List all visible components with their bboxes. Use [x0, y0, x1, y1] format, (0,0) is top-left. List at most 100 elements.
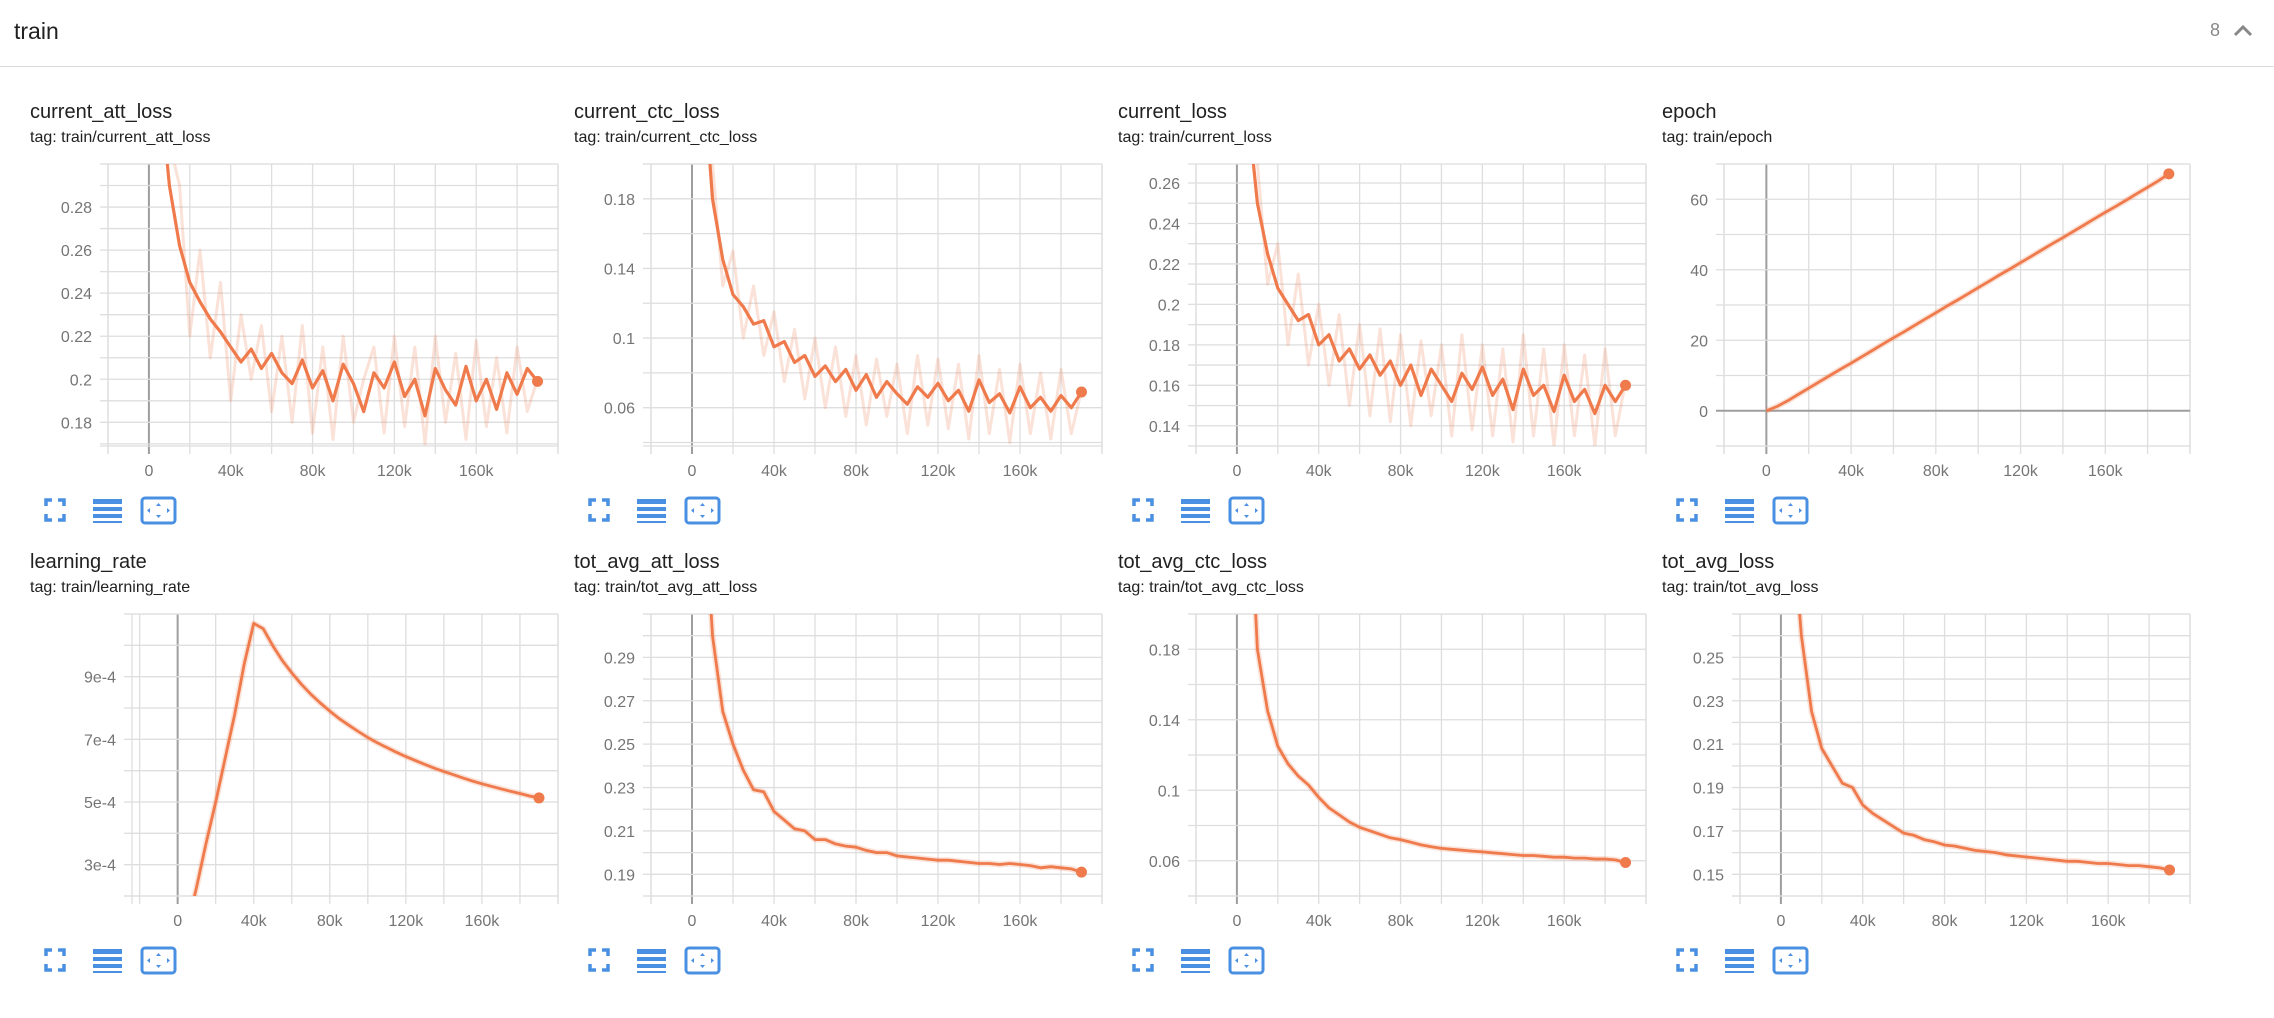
x-tick-label: 80k — [300, 463, 327, 480]
chart-toolbar — [1118, 496, 1318, 525]
x-tick-label: 40k — [218, 463, 245, 480]
line-chart[interactable]: 0 40k 80k 120k 160k 3e-4 5e-4 7e-4 9e-4 — [30, 605, 570, 935]
x-tick-label: 80k — [317, 913, 344, 930]
fullscreen-icon[interactable] — [44, 948, 66, 972]
chart-tag: tag: train/tot_avg_att_loss — [574, 579, 758, 596]
y-tick-label: 60 — [1690, 192, 1708, 209]
grid — [1732, 613, 2191, 904]
data-table-icon[interactable] — [1725, 498, 1754, 524]
data-table-icon[interactable] — [1725, 948, 1754, 974]
y-tick-label: 0.18 — [61, 415, 92, 432]
series-layer — [191, 620, 540, 896]
y-tick-label: 0.06 — [604, 401, 635, 418]
raw-series-line — [710, 164, 1083, 444]
raw-series-line — [172, 164, 539, 446]
last-point-marker — [533, 792, 545, 804]
fullscreen-icon[interactable] — [1132, 948, 1154, 972]
scalar-chart-card-current-ctc-loss: current_ctc_loss tag: train/current_ctc_… — [574, 95, 1114, 535]
fullscreen-icon[interactable] — [1132, 498, 1154, 522]
data-table-icon[interactable] — [1181, 948, 1210, 974]
last-point-marker — [1620, 857, 1632, 869]
y-tick-label: 0.26 — [61, 243, 92, 260]
y-tick-label: 0.22 — [1149, 257, 1180, 274]
y-tick-label: 7e-4 — [84, 732, 116, 749]
fit-domain-icon[interactable] — [684, 496, 721, 525]
scalar-chart-card-tot-avg-ctc-loss: tot_avg_ctc_loss tag: train/tot_avg_ctc_… — [1118, 545, 1658, 985]
chart-toolbar — [1118, 946, 1318, 975]
fit-domain-icon[interactable] — [140, 496, 177, 525]
fullscreen-icon[interactable] — [44, 498, 66, 522]
chart-toolbar — [574, 496, 774, 525]
data-table-icon[interactable] — [93, 498, 122, 524]
y-tick-label: 0 — [1699, 404, 1708, 421]
scalar-chart-card-tot-avg-att-loss: tot_avg_att_loss tag: train/tot_avg_att_… — [574, 545, 1114, 985]
chart-tag: tag: train/tot_avg_loss — [1662, 579, 1819, 596]
y-tick-label: 0.29 — [604, 650, 635, 667]
data-table-icon[interactable] — [1181, 498, 1210, 524]
chart-title: current_att_loss — [30, 101, 173, 123]
x-tick-label: 160k — [1003, 463, 1039, 480]
grid — [100, 163, 559, 454]
smoothed-series-line — [1798, 614, 2170, 872]
series-layer — [1796, 614, 2171, 873]
fullscreen-icon[interactable] — [588, 948, 610, 972]
chart-title: tot_avg_loss — [1662, 551, 1775, 573]
data-table-icon[interactable] — [637, 948, 666, 974]
fit-domain-icon[interactable] — [140, 946, 177, 975]
x-tick-label: 120k — [921, 913, 957, 930]
grid — [1716, 163, 2191, 454]
data-table-icon[interactable] — [637, 498, 666, 524]
smoothed-series-line — [1765, 172, 2170, 413]
data-table-icon[interactable] — [93, 948, 122, 974]
line-chart[interactable]: 0 40k 80k 120k 160k 0.14 0.16 0.18 0.2 0.22 0.24 0.… — [1118, 155, 1658, 485]
chart-toolbar — [30, 496, 230, 525]
chart-title: learning_rate — [30, 551, 147, 573]
x-tick-label: 0 — [688, 913, 697, 930]
x-tick-label: 40k — [1850, 913, 1877, 930]
grid — [643, 613, 1103, 904]
y-tick-label: 5e-4 — [84, 795, 116, 812]
fullscreen-icon[interactable] — [588, 498, 610, 522]
line-chart[interactable]: 0 40k 80k 120k 160k 0.15 0.17 0.19 0.21 0.23 0.25 — [1662, 605, 2202, 935]
y-tick-label: 0.19 — [604, 867, 635, 884]
fullscreen-icon[interactable] — [1676, 498, 1698, 522]
scalar-chart-card-learning-rate: learning_rate tag: train/learning_rate 0… — [30, 545, 570, 985]
line-chart[interactable]: 0 40k 80k 120k 160k 0 20 40 60 — [1662, 155, 2202, 485]
y-tick-label: 9e-4 — [84, 670, 116, 687]
line-chart[interactable]: 0 40k 80k 120k 160k 0.18 0.2 0.22 0.24 0.26 0.28 — [30, 155, 570, 485]
chart-tag: tag: train/tot_avg_ctc_loss — [1118, 579, 1304, 596]
chart-tag: tag: train/current_att_loss — [30, 129, 211, 146]
grid — [1188, 613, 1647, 904]
y-tick-label: 20 — [1690, 333, 1708, 350]
fit-domain-icon[interactable] — [684, 946, 721, 975]
y-tick-label: 3e-4 — [84, 858, 116, 875]
x-tick-label: 40k — [241, 913, 268, 930]
chevron-up-icon[interactable] — [2232, 22, 2254, 38]
series-layer — [708, 614, 1083, 875]
fit-domain-icon[interactable] — [1772, 946, 1809, 975]
last-point-marker — [532, 375, 544, 387]
last-point-marker — [1076, 866, 1087, 878]
line-chart[interactable]: 0 40k 80k 120k 160k 0.06 0.1 0.14 0.18 — [574, 155, 1114, 485]
y-tick-label: 0.22 — [61, 329, 92, 346]
smoothed-series-line — [1251, 164, 1627, 416]
chart-title: epoch — [1662, 101, 1717, 123]
y-tick-label: 0.2 — [1158, 297, 1180, 314]
line-chart[interactable]: 0 40k 80k 120k 160k 0.19 0.21 0.23 0.25 0.27 0.29 — [574, 605, 1114, 935]
chart-title: current_ctc_loss — [574, 101, 720, 123]
smoothed-series-line — [165, 164, 539, 418]
grid — [643, 163, 1103, 454]
section-header[interactable]: train 8 — [0, 0, 2274, 67]
last-point-marker — [1076, 386, 1087, 398]
y-tick-label: 0.18 — [1149, 338, 1180, 355]
scalar-chart-card-tot-avg-loss: tot_avg_loss tag: train/tot_avg_loss 0 40… — [1662, 545, 2202, 985]
y-tick-label: 0.16 — [1149, 378, 1180, 395]
fit-domain-icon[interactable] — [1772, 496, 1809, 525]
fit-domain-icon[interactable] — [1228, 496, 1265, 525]
raw-series-line — [1255, 164, 1627, 446]
line-chart[interactable]: 0 40k 80k 120k 160k 0.06 0.1 0.14 0.18 — [1118, 605, 1658, 935]
y-tick-label: 0.1 — [613, 331, 635, 348]
x-tick-label: 80k — [1388, 463, 1415, 480]
fit-domain-icon[interactable] — [1228, 946, 1265, 975]
fullscreen-icon[interactable] — [1676, 948, 1698, 972]
